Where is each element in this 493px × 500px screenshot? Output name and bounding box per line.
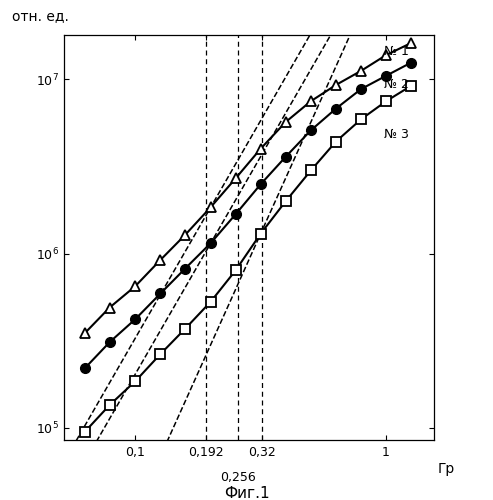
Text: Фиг.1: Фиг.1 — [224, 486, 269, 500]
Text: № 2: № 2 — [384, 78, 409, 90]
Text: № 3: № 3 — [384, 128, 409, 141]
Text: № 1: № 1 — [384, 45, 409, 58]
Text: отн. ед.: отн. ед. — [12, 9, 69, 23]
Text: 0,256: 0,256 — [220, 470, 255, 484]
Text: Гр: Гр — [438, 462, 455, 476]
